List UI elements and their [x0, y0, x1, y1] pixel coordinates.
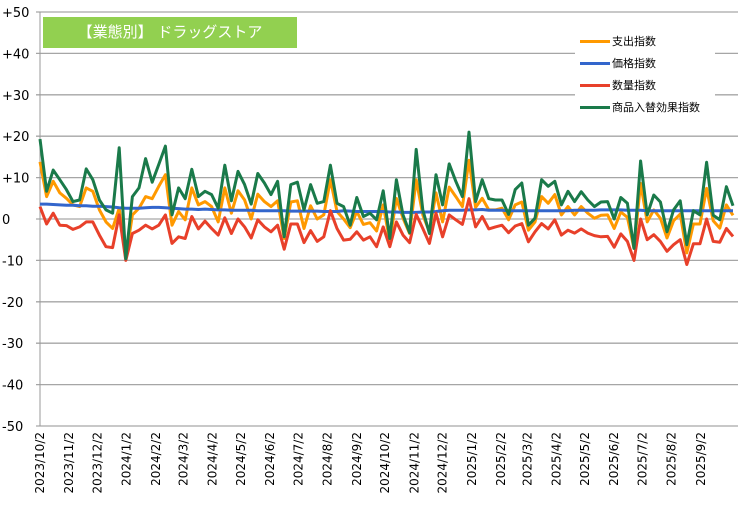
x-tick-label: 2024/5/2	[234, 432, 248, 486]
x-tick-label: 2024/11/2	[407, 432, 421, 494]
legend-label-price: 価格指数	[612, 57, 656, 70]
x-tick-label: 2025/3/2	[520, 432, 534, 486]
x-tick-label: 2025/7/2	[635, 432, 649, 486]
x-tick-label: 2025/1/2	[465, 432, 479, 486]
x-tick-label: 2024/9/2	[350, 432, 364, 486]
x-tick-label: 2025/4/2	[550, 432, 564, 486]
x-tick-label: 2024/10/2	[378, 432, 392, 494]
legend-item-price: 価格指数	[575, 52, 715, 74]
x-tick-label: 2024/4/2	[206, 432, 220, 486]
quantity-index-line	[38, 197, 735, 266]
legend-swatch-price	[580, 61, 610, 65]
x-tick-label: 2025/8/2	[665, 432, 679, 486]
x-tick-label: 2023/10/2	[33, 432, 47, 494]
legend-swatch-spending	[580, 39, 610, 43]
y-tick-label: 0	[2, 213, 10, 228]
x-tick-label: 2025/6/2	[607, 432, 621, 486]
x-tick-label: 2023/11/2	[62, 432, 76, 494]
y-tick-label: +40	[2, 47, 29, 62]
x-tick-label: 2024/8/2	[321, 432, 335, 486]
legend-label-quantity: 数量指数	[612, 79, 656, 92]
y-tick-label: -20	[2, 296, 23, 311]
y-tick-label: -10	[2, 254, 23, 269]
legend-label-spending: 支出指数	[612, 35, 656, 48]
y-tick-label: -30	[2, 337, 23, 352]
x-tick-label: 2024/6/2	[263, 432, 277, 486]
y-tick-label: +10	[2, 172, 29, 187]
legend-swatch-quantity	[580, 83, 610, 87]
legend-label-product-replacement: 商品入替効果指数	[612, 101, 700, 114]
legend-item-product-replacement: 商品入替効果指数	[575, 96, 715, 118]
x-tick-label: 2025/9/2	[694, 432, 708, 486]
x-tick-label: 2024/7/2	[291, 432, 305, 486]
y-axis-tick-labels: +50 +40 +30 +20 +10 0 -10 -20 -30 -40 -50	[2, 6, 29, 435]
legend: 支出指数 価格指数 数量指数 商品入替効果指数	[575, 30, 715, 122]
x-tick-label: 2024/12/2	[436, 432, 450, 494]
x-tick-label: 2024/1/2	[120, 432, 134, 486]
x-tick-label: 2023/12/2	[91, 432, 105, 494]
x-tick-label: 2025/5/2	[578, 432, 592, 486]
legend-item-quantity: 数量指数	[575, 74, 715, 96]
x-axis-tick-labels: 2023/10/2 2023/11/2 2023/12/2 2024/1/2 2024/…	[33, 432, 708, 494]
x-tick-label: 2024/3/2	[176, 432, 190, 486]
legend-swatch-product-replacement	[580, 105, 610, 109]
chart-title: 【業態別】 ドラッグストア	[43, 17, 297, 48]
legend-item-spending: 支出指数	[575, 30, 715, 52]
product-replacement-index-line	[38, 130, 735, 261]
x-tick-label: 2025/2/2	[494, 432, 508, 486]
x-tick-label: 2024/2/2	[149, 432, 163, 486]
y-tick-label: -50	[2, 420, 23, 435]
series-lines	[38, 130, 735, 266]
y-tick-label: +30	[2, 89, 29, 104]
y-tick-label: +50	[2, 6, 29, 21]
y-tick-label: -40	[2, 379, 23, 394]
y-tick-label: +20	[2, 130, 29, 145]
